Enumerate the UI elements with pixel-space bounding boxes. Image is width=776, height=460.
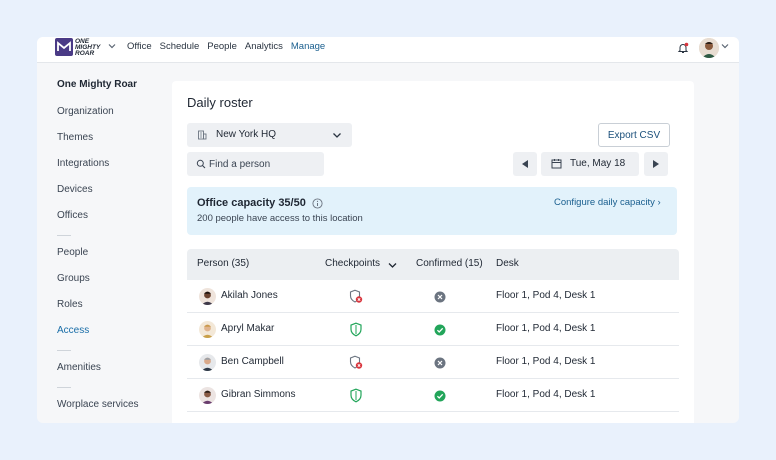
header-desk[interactable]: Desk (496, 258, 519, 269)
sidebar-item-access[interactable]: Access (57, 325, 90, 336)
sidebar-divider (57, 387, 71, 388)
sidebar-divider (57, 350, 71, 351)
search-input[interactable] (209, 156, 319, 172)
not-confirmed-x-icon (434, 290, 446, 303)
previous-day-button[interactable] (513, 152, 537, 176)
daily-roster-panel: Daily roster New York HQ Export CSV (172, 81, 694, 423)
confirmed-check-icon (434, 323, 446, 336)
app-window: ONE MIGHTY ROAR Office Schedule People Anal… (37, 37, 739, 423)
search-icon (196, 159, 206, 169)
top-bar: ONE MIGHTY ROAR Office Schedule People Anal… (37, 37, 739, 63)
header-confirmed[interactable]: Confirmed (15) (416, 258, 483, 269)
user-menu-chevron-icon[interactable] (721, 42, 729, 52)
sidebar-item-organization[interactable]: Organization (57, 106, 114, 117)
nav-schedule[interactable]: Schedule (159, 41, 200, 52)
sidebar-item-themes[interactable]: Themes (57, 132, 94, 143)
sidebar-item-offices[interactable]: Offices (57, 210, 88, 221)
capacity-title: Office capacity 35/50 (197, 197, 306, 209)
page-title: Daily roster (187, 95, 253, 110)
person-avatar (199, 321, 216, 338)
calendar-icon (551, 159, 562, 169)
sidebar-divider (57, 235, 71, 236)
desk-assignment: Floor 1, Pod 4, Desk 1 (496, 389, 596, 400)
sidebar: One Mighty Roar Organization Themes Integr… (57, 79, 167, 423)
building-icon (198, 130, 207, 140)
header-checkpoints[interactable]: Checkpoints (325, 258, 381, 269)
table-row[interactable]: Akilah Jones Floor 1, Pod 4, Desk 1 (187, 280, 679, 313)
location-select-value: New York HQ (216, 129, 277, 140)
person-avatar (199, 387, 216, 404)
info-icon[interactable] (312, 198, 323, 209)
date-picker[interactable]: Tue, May 18 (541, 152, 639, 176)
person-name[interactable]: Gibran Simmons (221, 389, 296, 400)
sidebar-item-devices[interactable]: Devices (57, 184, 93, 195)
main-nav: Office Schedule People Analytics Manage (127, 41, 325, 52)
shield-check-icon (349, 322, 363, 337)
person-name[interactable]: Akilah Jones (221, 290, 278, 301)
shield-error-icon (349, 289, 363, 304)
next-day-button[interactable] (644, 152, 668, 176)
nav-manage[interactable]: Manage (290, 41, 326, 52)
shield-error-icon (349, 355, 363, 370)
roster-table: Person (35) Checkpoints Confirmed (15) D… (187, 249, 679, 412)
checkpoints-filter-chevron-icon[interactable] (388, 261, 397, 270)
nav-office[interactable]: Office (127, 41, 152, 52)
desk-assignment: Floor 1, Pod 4, Desk 1 (496, 356, 596, 367)
caret-right-icon (653, 160, 659, 168)
sidebar-item-amenities[interactable]: Amenities (57, 362, 101, 373)
configure-capacity-link[interactable]: Configure daily capacity › (554, 197, 661, 208)
location-select[interactable]: New York HQ (187, 123, 352, 147)
caret-left-icon (522, 160, 528, 168)
notification-bell-icon[interactable] (677, 41, 689, 53)
export-csv-button[interactable]: Export CSV (598, 123, 670, 147)
date-picker-value: Tue, May 18 (570, 158, 626, 169)
sidebar-item-worplace-services[interactable]: Worplace services (57, 399, 139, 410)
nav-people[interactable]: People (207, 41, 237, 52)
logo-icon[interactable] (55, 38, 73, 56)
nav-analytics[interactable]: Analytics (244, 41, 283, 52)
sidebar-item-people[interactable]: People (57, 247, 89, 258)
person-name[interactable]: Apryl Makar (221, 323, 275, 334)
person-name[interactable]: Ben Campbell (221, 356, 284, 367)
sidebar-item-roles[interactable]: Roles (57, 299, 83, 310)
sidebar-item-groups[interactable]: Groups (57, 273, 90, 284)
table-body: Akilah Jones Floor 1, Pod 4, Desk 1 Apryl … (187, 280, 679, 412)
header-person[interactable]: Person (35) (197, 258, 250, 269)
chevron-down-icon (333, 133, 341, 138)
desk-assignment: Floor 1, Pod 4, Desk 1 (496, 323, 596, 334)
org-switcher-chevron-icon[interactable] (108, 42, 116, 52)
user-avatar[interactable] (699, 38, 719, 58)
table-header: Person (35) Checkpoints Confirmed (15) D… (187, 249, 679, 280)
person-search[interactable] (187, 152, 324, 176)
person-avatar (199, 354, 216, 371)
table-row[interactable]: Gibran Simmons Floor 1, Pod 4, Desk 1 (187, 379, 679, 412)
sidebar-org-title: One Mighty Roar (57, 79, 138, 90)
table-row[interactable]: Apryl Makar Floor 1, Pod 4, Desk 1 (187, 313, 679, 346)
not-confirmed-x-icon (434, 356, 446, 369)
sidebar-item-integrations[interactable]: Integrations (57, 158, 110, 169)
confirmed-check-icon (434, 389, 446, 402)
logo-text: ONE MIGHTY ROAR (75, 38, 101, 57)
desk-assignment: Floor 1, Pod 4, Desk 1 (496, 290, 596, 301)
shield-check-icon (349, 388, 363, 403)
table-row[interactable]: Ben Campbell Floor 1, Pod 4, Desk 1 (187, 346, 679, 379)
capacity-banner: Office capacity 35/50 200 people have ac… (187, 187, 677, 235)
capacity-subtitle: 200 people have access to this location (197, 213, 363, 224)
person-avatar (199, 288, 216, 305)
